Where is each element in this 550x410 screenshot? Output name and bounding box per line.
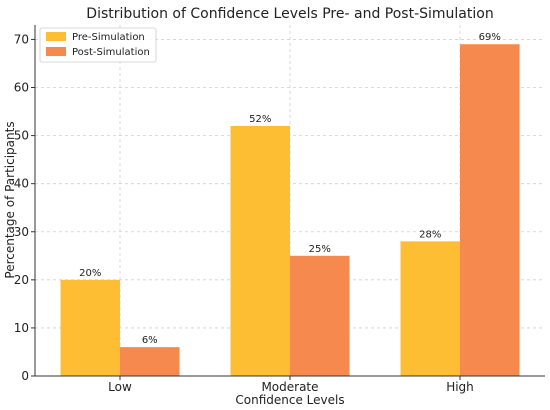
bar-post-simulation-low	[120, 347, 180, 376]
data-label-post-simulation-high: 69%	[479, 32, 501, 43]
y-tick-label: 50	[14, 129, 29, 143]
y-tick-label: 60	[14, 81, 29, 95]
legend-frame	[39, 27, 157, 63]
bar-pre-simulation-high	[400, 241, 460, 376]
data-label-pre-simulation-low: 20%	[79, 268, 101, 279]
y-axis-label: Percentage of Participants	[3, 121, 17, 278]
y-tick-label: 40	[14, 177, 29, 191]
legend-swatch-pre-simulation	[46, 32, 66, 41]
y-tick-label: 0	[21, 369, 29, 383]
bar-post-simulation-high	[460, 44, 520, 376]
data-labels: 20% 52% 28% 6% 25% 69%	[79, 32, 501, 346]
legend-swatch-post-simulation	[46, 47, 66, 56]
y-tick-label: 10	[14, 321, 29, 335]
bar-pre-simulation-moderate	[230, 125, 290, 377]
bars	[60, 44, 520, 377]
x-tick-label-moderate: Moderate	[261, 380, 318, 394]
legend: Pre-Simulation Post-Simulation	[39, 27, 157, 63]
x-axis-ticks: Low Moderate High	[108, 376, 474, 394]
chart-title: Distribution of Confidence Levels Pre- a…	[86, 6, 493, 22]
legend-label-post-simulation: Post-Simulation	[72, 47, 150, 58]
y-tick-label: 70	[14, 32, 29, 46]
legend-label-pre-simulation: Pre-Simulation	[72, 32, 145, 43]
x-tick-label-low: Low	[108, 380, 132, 394]
bar-post-simulation-moderate	[290, 255, 350, 376]
x-tick-label-high: High	[446, 380, 474, 394]
y-tick-label: 30	[14, 225, 29, 239]
data-label-post-simulation-moderate: 25%	[309, 244, 331, 255]
data-label-post-simulation-low: 6%	[142, 335, 158, 346]
bar-pre-simulation-low	[60, 279, 120, 376]
x-axis-label: Confidence Levels	[235, 393, 344, 407]
y-axis-ticks: 0 10 20 30 40 50 60 70	[14, 32, 35, 383]
data-label-pre-simulation-moderate: 52%	[249, 114, 271, 125]
y-tick-label: 20	[14, 273, 29, 287]
data-label-pre-simulation-high: 28%	[419, 229, 441, 240]
